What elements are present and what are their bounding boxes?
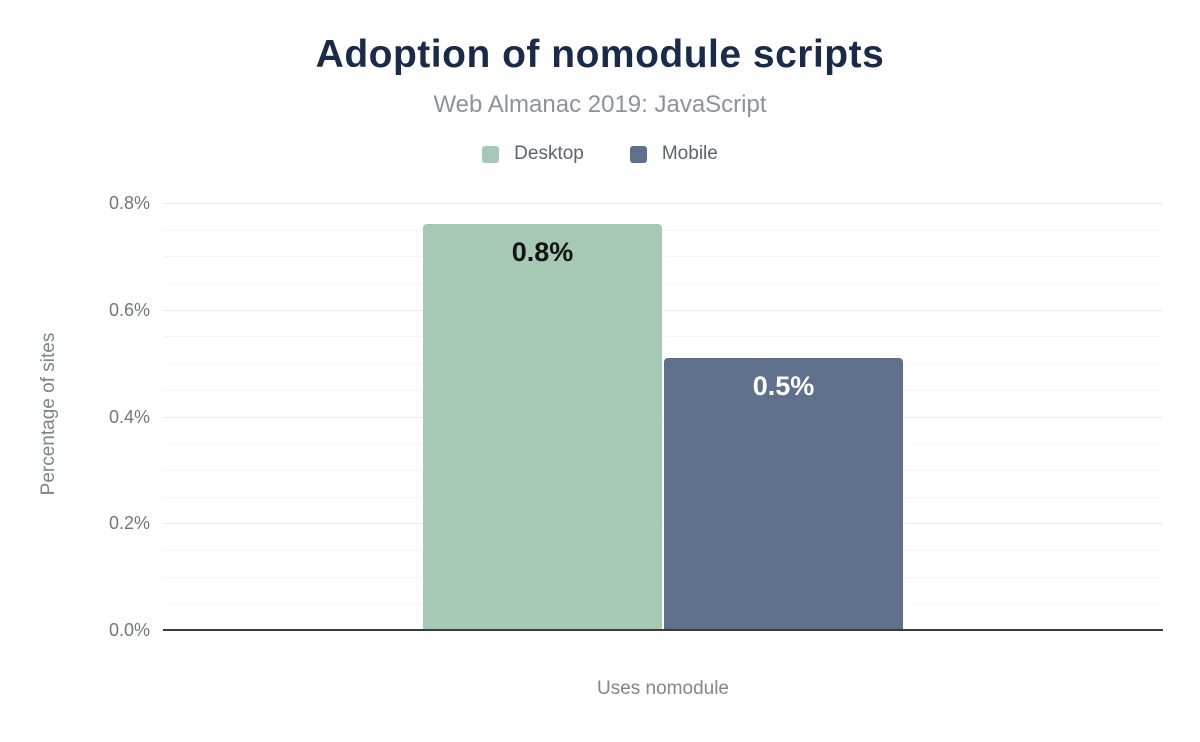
legend-swatch-mobile-icon bbox=[629, 145, 647, 163]
legend-swatch-desktop-icon bbox=[482, 145, 500, 163]
x-axis-category-label: Uses nomodule bbox=[596, 678, 730, 699]
gridline-minor bbox=[163, 549, 1163, 551]
chart-title: Adoption of nomodule scripts bbox=[315, 33, 885, 76]
y-tick-label: 0.2% bbox=[108, 513, 150, 534]
gridline-minor bbox=[163, 496, 1163, 498]
gridline-minor bbox=[163, 256, 1163, 258]
gridline-minor bbox=[163, 363, 1163, 365]
gridline-major bbox=[163, 203, 1163, 204]
plot-area: 0.8% 0.5% bbox=[163, 203, 1163, 631]
legend-item-mobile: Mobile bbox=[629, 143, 718, 165]
y-tick-label: 0.0% bbox=[108, 620, 150, 640]
gridline-minor bbox=[163, 603, 1163, 605]
gridline-minor bbox=[163, 443, 1163, 445]
legend-label-mobile: Mobile bbox=[661, 143, 718, 164]
y-tick-label: 0.8% bbox=[108, 193, 150, 213]
gridline-minor bbox=[163, 389, 1163, 391]
legend: Desktop Mobile bbox=[0, 143, 1200, 165]
gridline-major bbox=[163, 523, 1163, 525]
gridline-minor bbox=[163, 336, 1163, 338]
y-tick-label: 0.4% bbox=[108, 406, 150, 427]
bar-mobile[interactable]: 0.5% bbox=[664, 357, 903, 630]
legend-label-desktop: Desktop bbox=[514, 143, 584, 164]
gridline-minor bbox=[163, 283, 1163, 285]
x-axis-baseline bbox=[163, 629, 1163, 631]
gridline-major bbox=[163, 416, 1163, 418]
gridline-major bbox=[163, 309, 1163, 311]
gridline-minor bbox=[163, 229, 1163, 231]
bar-value-label-mobile: 0.5% bbox=[752, 370, 815, 401]
gridline-minor bbox=[163, 469, 1163, 471]
chart-subtitle: Web Almanac 2019: JavaScript bbox=[433, 91, 767, 118]
y-tick-label: 0.6% bbox=[108, 299, 150, 320]
gridline-minor bbox=[163, 576, 1163, 578]
legend-item-desktop: Desktop bbox=[482, 143, 584, 165]
bar-desktop[interactable]: 0.8% bbox=[423, 224, 662, 630]
bar-value-label-desktop: 0.8% bbox=[511, 237, 574, 268]
